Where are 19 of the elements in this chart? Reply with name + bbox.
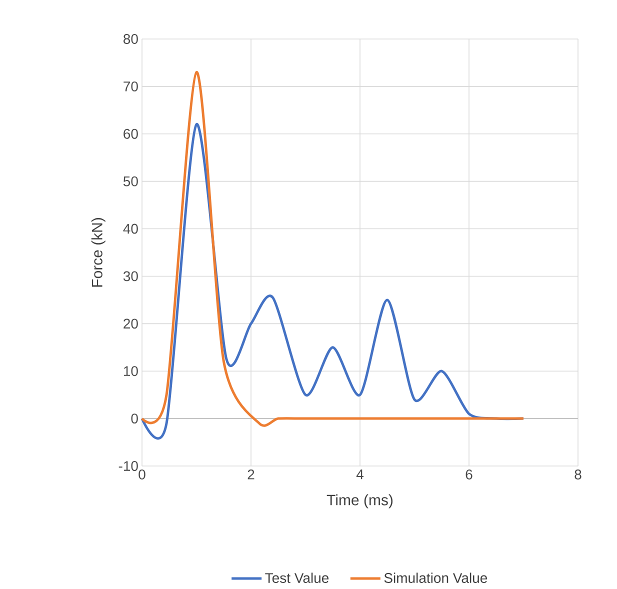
y-tick-label: 60 [124, 128, 138, 139]
y-tick-label: 20 [124, 318, 138, 329]
y-tick-label: 70 [124, 81, 138, 92]
y-tick-label: -10 [118, 461, 138, 471]
y-tick-label: 40 [123, 224, 138, 234]
x-axis-title: Time (ms) [326, 494, 393, 508]
y-tick-label: 30 [123, 271, 138, 282]
legend-label: Test Value [265, 572, 329, 583]
x-tick-label: 8 [574, 470, 582, 480]
y-tick-label: 50 [123, 176, 138, 186]
y-tick-label: 10 [124, 366, 138, 376]
x-tick-label: 0 [138, 470, 146, 480]
legend-label: Simulation Value [384, 572, 488, 583]
y-tick-label: 0 [131, 414, 138, 424]
y-axis-title: Force (kN) [91, 218, 106, 287]
y-tick-label: 80 [124, 34, 138, 44]
x-tick-label: 2 [248, 470, 254, 480]
x-tick-label: 4 [356, 470, 364, 480]
x-tick-label: 6 [466, 470, 472, 480]
